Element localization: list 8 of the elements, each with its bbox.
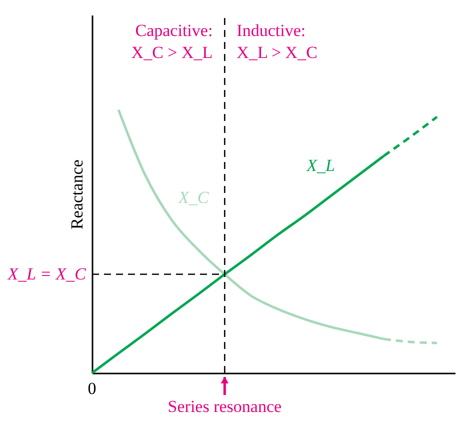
text: Series resonance [168, 397, 282, 416]
text: Capacitive: X_C > X_L [131, 21, 213, 62]
series-label: X_C [177, 188, 210, 207]
y-axis-title: Reactance [68, 160, 86, 230]
text: Inductive: X_L > X_C [236, 21, 318, 62]
ref-line-label: X_L = X_C [6, 264, 87, 284]
series-label: X_L [306, 156, 335, 175]
text: 0 [88, 379, 96, 398]
